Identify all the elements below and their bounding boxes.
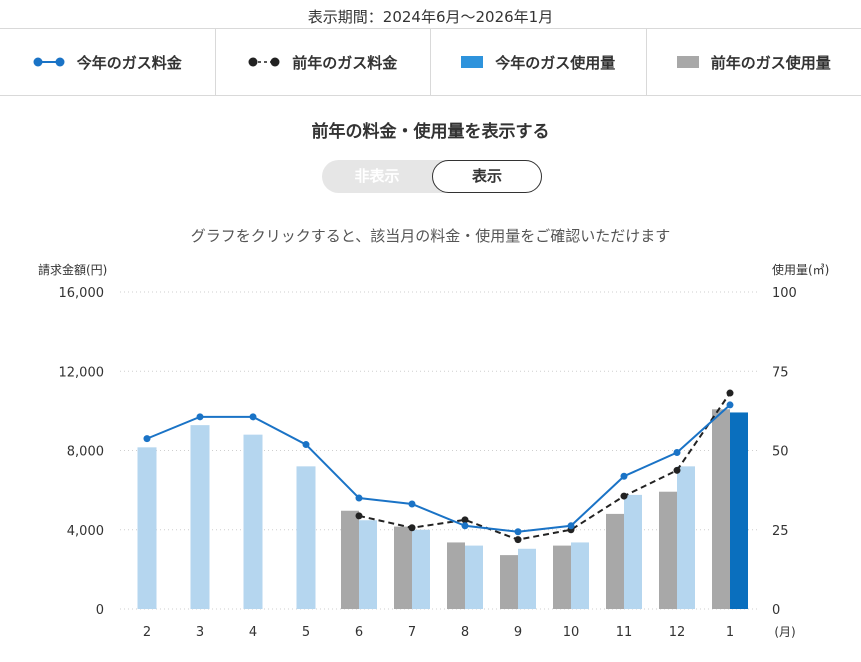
legend-last-year-cost[interactable]: 前年のガス料金 xyxy=(216,29,431,95)
y-right-tick-label: 75 xyxy=(772,365,789,380)
x-unit-label: (月) xyxy=(774,625,795,639)
this-year-cost-point xyxy=(620,472,628,480)
this-year-cost-point xyxy=(726,401,734,409)
y-left-axis-label: 請求金額(円) xyxy=(38,262,107,277)
this-year-cost-point xyxy=(567,522,575,530)
this-year-cost-point xyxy=(143,435,151,443)
bar-last-year-usage xyxy=(500,555,518,609)
bar-last-year-usage xyxy=(659,491,677,609)
prev-year-toggle: 非表示 表示 xyxy=(322,160,542,193)
line-dot-icon xyxy=(33,57,65,67)
chart-legend: 今年のガス料金 前年のガス料金 今年のガス使用量 前年のガス使用量 xyxy=(0,28,861,96)
bar-last-year-usage xyxy=(341,510,359,609)
show-prev-year-button[interactable]: 表示 xyxy=(432,160,542,193)
legend-this-year-cost[interactable]: 今年のガス料金 xyxy=(0,29,216,95)
x-tick-label: 2 xyxy=(143,625,151,640)
last-year-cost-point xyxy=(673,466,681,474)
y-left-tick-label: 0 xyxy=(96,603,104,618)
bar-this-year-usage xyxy=(518,548,536,609)
prev-year-toggle-title: 前年の料金・使用量を表示する xyxy=(311,122,550,142)
bar-this-year-usage xyxy=(677,466,695,609)
last-year-cost-point xyxy=(408,524,416,532)
legend-last-year-usage[interactable]: 前年のガス使用量 xyxy=(647,29,861,95)
legend-this-year-usage[interactable]: 今年のガス使用量 xyxy=(431,29,647,95)
display-period: 表示期間：2024年6月〜2026年1月 xyxy=(307,8,554,26)
this-year-cost-point xyxy=(514,528,522,536)
bar-this-year-usage xyxy=(465,545,483,609)
y-right-tick-label: 100 xyxy=(772,286,797,301)
this-year-cost-point xyxy=(355,494,363,502)
bar-last-year-usage xyxy=(606,513,624,609)
x-tick-label: 12 xyxy=(669,625,686,640)
x-tick-label: 1 xyxy=(726,625,734,640)
bar-last-year-usage xyxy=(553,545,571,609)
last-year-cost-point xyxy=(620,492,628,500)
bar-last-year-usage xyxy=(394,526,412,609)
chart-hint: グラフをクリックすると、該当月の料金・使用量をご確認いただけます xyxy=(190,227,671,245)
legend-label: 前年のガス使用量 xyxy=(710,53,831,72)
legend-label: 前年のガス料金 xyxy=(292,53,398,72)
last-year-cost-point xyxy=(726,389,734,397)
bar-last-year-usage xyxy=(712,409,730,609)
y-right-tick-label: 25 xyxy=(772,524,789,539)
gray-bar-swatch-icon xyxy=(676,56,699,68)
this-year-cost-point xyxy=(408,500,416,508)
x-tick-label: 8 xyxy=(461,625,469,640)
bar-this-year-usage xyxy=(730,412,748,609)
x-tick-label: 9 xyxy=(514,625,522,640)
bar-this-year-usage xyxy=(296,466,316,609)
legend-label: 今年のガス使用量 xyxy=(495,53,616,72)
y-left-tick-label: 4,000 xyxy=(67,524,104,539)
x-tick-label: 3 xyxy=(196,625,204,640)
y-left-tick-label: 16,000 xyxy=(59,286,105,301)
x-tick-label: 7 xyxy=(408,625,416,640)
bar-this-year-usage xyxy=(359,520,377,609)
x-tick-label: 10 xyxy=(563,625,580,640)
last-year-cost-point xyxy=(461,516,469,524)
legend-label: 今年のガス料金 xyxy=(76,53,182,72)
bar-this-year-usage xyxy=(624,494,642,609)
bar-last-year-usage xyxy=(447,542,465,609)
x-tick-label: 4 xyxy=(249,625,257,640)
bar-this-year-usage xyxy=(243,434,263,609)
last-year-cost-point xyxy=(355,512,363,520)
this-year-cost-point xyxy=(249,413,257,421)
hide-prev-year-button[interactable]: 非表示 xyxy=(354,167,400,185)
this-year-cost-point xyxy=(302,441,310,449)
bar-this-year-usage xyxy=(571,542,589,609)
last-year-cost-line xyxy=(358,392,731,541)
x-tick-label: 5 xyxy=(302,625,310,640)
this-year-cost-line xyxy=(146,404,731,533)
bar-this-year-usage xyxy=(412,529,430,609)
blue-bar-swatch-icon xyxy=(461,56,484,68)
dashed-line-dot-icon xyxy=(248,57,280,67)
y-right-tick-label: 50 xyxy=(772,445,789,460)
this-year-cost-point xyxy=(673,448,681,456)
y-left-tick-label: 8,000 xyxy=(67,445,104,460)
y-right-axis-label: 使用量(㎥) xyxy=(772,262,829,277)
x-tick-label: 6 xyxy=(355,625,363,640)
last-year-cost-point xyxy=(514,536,522,544)
this-year-cost-point xyxy=(461,522,469,530)
bar-this-year-usage xyxy=(137,447,157,609)
this-year-cost-point xyxy=(196,413,204,421)
y-right-tick-label: 0 xyxy=(772,603,780,618)
x-tick-label: 11 xyxy=(616,625,633,640)
y-left-tick-label: 12,000 xyxy=(59,365,105,380)
bar-this-year-usage xyxy=(190,425,210,609)
